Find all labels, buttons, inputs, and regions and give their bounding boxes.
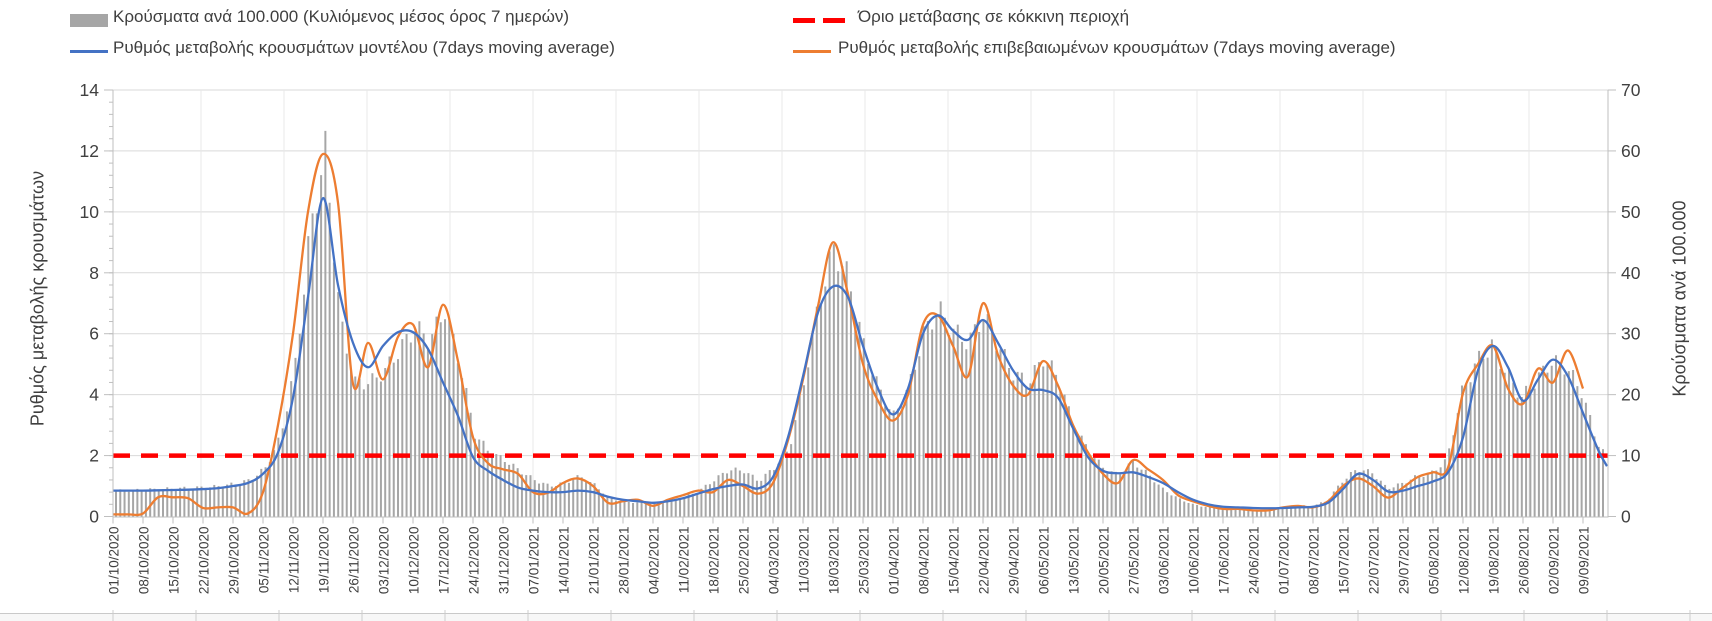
svg-text:12/08/2021: 12/08/2021: [1457, 527, 1472, 595]
svg-text:21/01/2021: 21/01/2021: [587, 527, 602, 595]
svg-text:26/11/2020: 26/11/2020: [347, 527, 362, 594]
svg-text:14: 14: [80, 80, 100, 100]
axes: [112, 90, 1609, 518]
svg-text:06/05/2021: 06/05/2021: [1037, 527, 1052, 595]
svg-text:10: 10: [80, 202, 100, 222]
svg-text:08/04/2021: 08/04/2021: [917, 527, 932, 595]
svg-text:08/10/2020: 08/10/2020: [137, 527, 152, 595]
svg-text:03/12/2020: 03/12/2020: [377, 527, 392, 595]
svg-text:17/06/2021: 17/06/2021: [1217, 527, 1232, 595]
svg-text:02/09/2021: 02/09/2021: [1547, 527, 1562, 595]
svg-text:22/10/2020: 22/10/2020: [197, 527, 212, 595]
svg-text:19/08/2021: 19/08/2021: [1487, 527, 1502, 595]
x-axis-ticks: 01/10/2020 08/10/2020 15/10/2020 22/10/2020…: [107, 517, 1592, 595]
svg-text:22/04/2021: 22/04/2021: [977, 527, 992, 595]
svg-text:6: 6: [89, 324, 99, 344]
svg-text:14/01/2021: 14/01/2021: [557, 527, 572, 595]
threshold-legend-swatch-icon: [793, 18, 851, 23]
svg-text:18/02/2021: 18/02/2021: [707, 527, 722, 595]
svg-text:30: 30: [1621, 324, 1641, 344]
svg-text:24/06/2021: 24/06/2021: [1247, 527, 1262, 595]
svg-text:09/09/2021: 09/09/2021: [1577, 527, 1592, 595]
svg-text:29/04/2021: 29/04/2021: [1007, 527, 1022, 595]
svg-text:05/08/2021: 05/08/2021: [1427, 527, 1442, 595]
svg-text:11/02/2021: 11/02/2021: [677, 527, 692, 594]
svg-text:40: 40: [1621, 263, 1641, 283]
svg-text:8: 8: [89, 263, 99, 283]
right-axis-ticks: 0 10 20 30 40 50 60 70: [1608, 80, 1641, 527]
bottom-strip: [0, 610, 1712, 621]
svg-text:60: 60: [1621, 141, 1641, 161]
svg-text:04/03/2021: 04/03/2021: [767, 527, 782, 595]
svg-text:2: 2: [89, 446, 99, 466]
svg-text:27/05/2021: 27/05/2021: [1127, 527, 1142, 595]
svg-text:13/05/2021: 13/05/2021: [1067, 527, 1082, 595]
svg-text:29/10/2020: 29/10/2020: [227, 527, 242, 595]
model-legend-label: Ρυθμός μεταβολής κρουσμάτων μοντέλου (7d…: [113, 38, 615, 57]
svg-text:07/01/2021: 07/01/2021: [527, 527, 542, 595]
svg-text:10/12/2020: 10/12/2020: [407, 527, 422, 595]
confirmed-legend-swatch-icon: [793, 50, 831, 53]
svg-text:29/07/2021: 29/07/2021: [1397, 527, 1412, 595]
confirmed-rate-line: [112, 152, 1585, 517]
svg-text:10/06/2021: 10/06/2021: [1187, 527, 1202, 595]
svg-text:05/11/2020: 05/11/2020: [257, 527, 272, 594]
svg-text:19/11/2020: 19/11/2020: [317, 527, 332, 594]
threshold-legend-label: Όριο μετάβασης σε κόκκινη περιοχή: [858, 7, 1130, 26]
svg-text:20: 20: [1621, 385, 1641, 405]
svg-text:11/03/2021: 11/03/2021: [797, 527, 812, 594]
svg-text:28/01/2021: 28/01/2021: [617, 527, 632, 595]
svg-text:01/04/2021: 01/04/2021: [887, 527, 902, 595]
bars-series: [115, 130, 1604, 517]
vertical-gridlines: [200, 90, 1530, 517]
svg-text:12: 12: [80, 141, 99, 161]
svg-text:24/12/2020: 24/12/2020: [467, 527, 482, 595]
svg-text:03/06/2021: 03/06/2021: [1157, 527, 1172, 595]
model-rate-line: [113, 196, 1609, 510]
svg-text:10: 10: [1621, 446, 1641, 466]
svg-text:31/12/2020: 31/12/2020: [497, 527, 512, 595]
svg-text:0: 0: [1621, 507, 1631, 527]
svg-text:15/07/2021: 15/07/2021: [1337, 527, 1352, 595]
svg-text:01/07/2021: 01/07/2021: [1277, 527, 1292, 595]
svg-text:50: 50: [1621, 202, 1641, 222]
model-legend-swatch-icon: [70, 50, 108, 53]
svg-text:70: 70: [1621, 80, 1641, 100]
svg-text:4: 4: [89, 385, 99, 405]
bars-legend-swatch-icon: [70, 14, 108, 27]
svg-text:04/02/2021: 04/02/2021: [647, 527, 662, 595]
svg-text:15/04/2021: 15/04/2021: [947, 527, 962, 595]
svg-text:0: 0: [89, 507, 99, 527]
svg-text:08/07/2021: 08/07/2021: [1307, 527, 1322, 595]
svg-text:01/10/2020: 01/10/2020: [107, 527, 122, 595]
svg-text:22/07/2021: 22/07/2021: [1367, 527, 1382, 595]
bars-legend-label: Κρούσματα ανά 100.000 (Κυλιόμενος μέσος …: [113, 7, 570, 26]
left-axis-ticks: 0 2 4 6 8 10 12 14: [80, 80, 113, 527]
svg-text:25/03/2021: 25/03/2021: [857, 527, 872, 595]
svg-text:20/05/2021: 20/05/2021: [1097, 527, 1112, 595]
svg-text:26/08/2021: 26/08/2021: [1517, 527, 1532, 595]
svg-text:17/12/2020: 17/12/2020: [437, 527, 452, 595]
svg-text:25/02/2021: 25/02/2021: [737, 527, 752, 595]
svg-text:12/11/2020: 12/11/2020: [287, 527, 302, 594]
svg-text:18/03/2021: 18/03/2021: [827, 527, 842, 595]
svg-text:15/10/2020: 15/10/2020: [167, 527, 182, 595]
confirmed-legend-label: Ρυθμός μεταβολής επιβεβαιωμένων κρουσμάτ…: [838, 38, 1396, 57]
